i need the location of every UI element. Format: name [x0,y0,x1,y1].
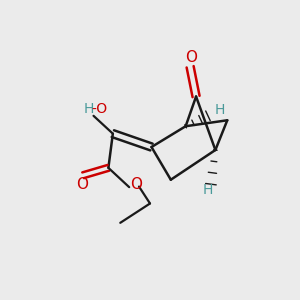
Text: O: O [76,177,88,192]
Text: H: H [203,183,213,197]
Text: -O: -O [92,102,107,116]
Text: H: H [215,103,225,117]
Text: O: O [130,177,142,192]
Text: O: O [185,50,197,65]
Text: H: H [84,102,94,116]
